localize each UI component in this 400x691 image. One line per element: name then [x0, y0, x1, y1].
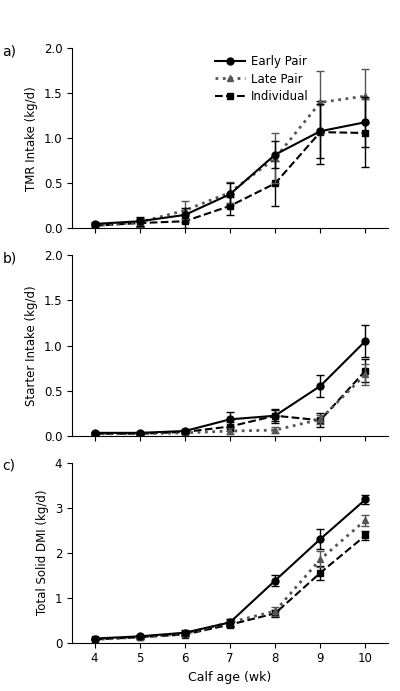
- Text: b): b): [2, 252, 17, 266]
- Legend: Early Pair, Late Pair, Individual: Early Pair, Late Pair, Individual: [211, 50, 313, 107]
- Text: c): c): [2, 459, 16, 473]
- Y-axis label: TMR Intake (kg/d): TMR Intake (kg/d): [25, 86, 38, 191]
- Y-axis label: Starter Intake (kg/d): Starter Intake (kg/d): [25, 285, 38, 406]
- Y-axis label: Total Solid DMI (kg/d): Total Solid DMI (kg/d): [36, 490, 49, 616]
- Text: a): a): [2, 45, 16, 59]
- X-axis label: Calf age (wk): Calf age (wk): [188, 671, 272, 684]
